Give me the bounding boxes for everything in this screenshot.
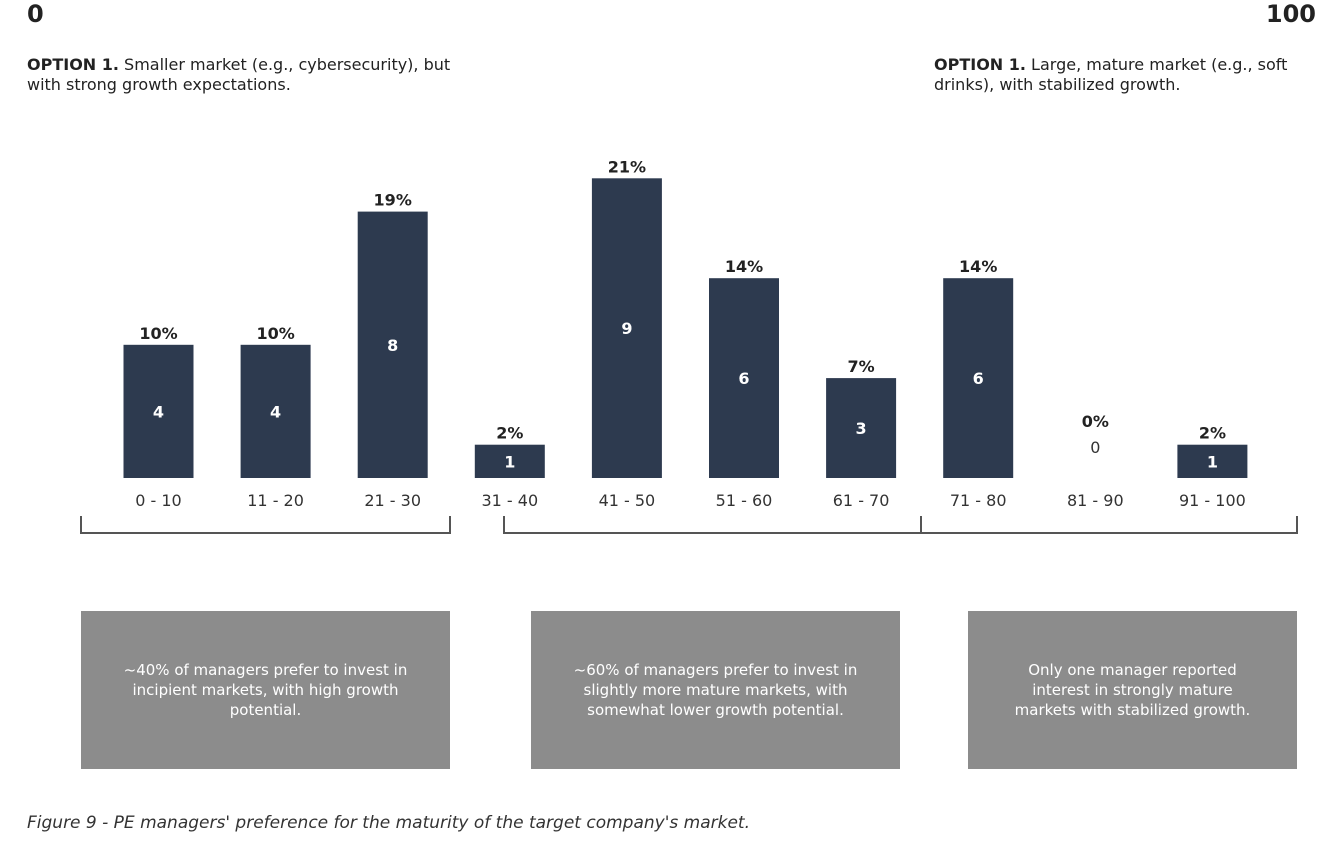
bar-count-label: 9 <box>621 319 632 338</box>
x-tick-label: 0 - 10 <box>135 491 181 510</box>
bar-percent-label: 2% <box>496 424 523 443</box>
scale-max-label: 100 <box>1265 0 1316 28</box>
note-box-incipient: ~40% of managers prefer to invest in inc… <box>81 611 450 769</box>
note-box-strongly-mature: Only one manager reported interest in st… <box>968 611 1297 769</box>
bar-percent-label: 14% <box>959 257 997 276</box>
x-tick-label: 41 - 50 <box>599 491 656 510</box>
option-right-description: OPTION 1. Large, mature market (e.g., so… <box>934 55 1324 95</box>
x-tick-label: 51 - 60 <box>716 491 773 510</box>
bar-percent-label: 7% <box>848 357 875 376</box>
option-left-description: OPTION 1. Smaller market (e.g., cybersec… <box>27 55 467 95</box>
bar-count-label: 3 <box>856 419 867 438</box>
bar-count-label: 6 <box>973 369 984 388</box>
bar <box>1177 444 1248 478</box>
bar <box>943 278 1014 478</box>
bar-percent-label: 2% <box>1199 424 1226 443</box>
bar-count-label: 4 <box>153 402 164 421</box>
bar <box>357 211 428 478</box>
option-left-label: OPTION 1. <box>27 55 119 74</box>
bar <box>240 344 311 478</box>
bar <box>591 178 662 479</box>
bar <box>474 444 545 478</box>
x-tick-label: 61 - 70 <box>833 491 890 510</box>
x-tick-label: 21 - 30 <box>364 491 421 510</box>
bar-count-label: 6 <box>738 369 749 388</box>
bar-count-label: 0 <box>1090 438 1100 457</box>
option-right-label: OPTION 1. <box>934 55 1026 74</box>
bar-count-label: 4 <box>270 402 281 421</box>
option-right-text: Large, mature market (e.g., soft drinks)… <box>934 55 1288 94</box>
bar-percent-label: 0% <box>1082 412 1109 431</box>
x-tick-label: 31 - 40 <box>481 491 538 510</box>
option-left-text: Smaller market (e.g., cybersecurity), bu… <box>27 55 451 94</box>
bar-percent-label: 10% <box>139 324 177 343</box>
bar-percent-label: 21% <box>608 157 646 176</box>
bracket-strongly-mature <box>921 516 1298 534</box>
x-tick-label: 11 - 20 <box>247 491 304 510</box>
bar-count-label: 8 <box>387 336 398 355</box>
scale-min-label: 0 <box>27 0 44 28</box>
bar <box>826 378 897 478</box>
x-tick-label: 71 - 80 <box>950 491 1007 510</box>
bar-percent-label: 19% <box>374 191 412 210</box>
figure-caption: Figure 9 - PE managers' preference for t… <box>27 813 750 833</box>
bar-count-label: 1 <box>1207 452 1218 471</box>
bar-percent-label: 14% <box>725 257 763 276</box>
x-tick-label: 81 - 90 <box>1067 491 1124 510</box>
bar-percent-label: 10% <box>256 324 294 343</box>
bracket-incipient <box>80 516 451 534</box>
bar <box>709 278 779 478</box>
x-tick-label: 91 - 100 <box>1179 491 1246 510</box>
bar <box>123 344 194 478</box>
note-box-mature: ~60% of managers prefer to invest in sli… <box>531 611 900 769</box>
bar-count-label: 1 <box>504 452 515 471</box>
bracket-mature <box>503 516 922 534</box>
